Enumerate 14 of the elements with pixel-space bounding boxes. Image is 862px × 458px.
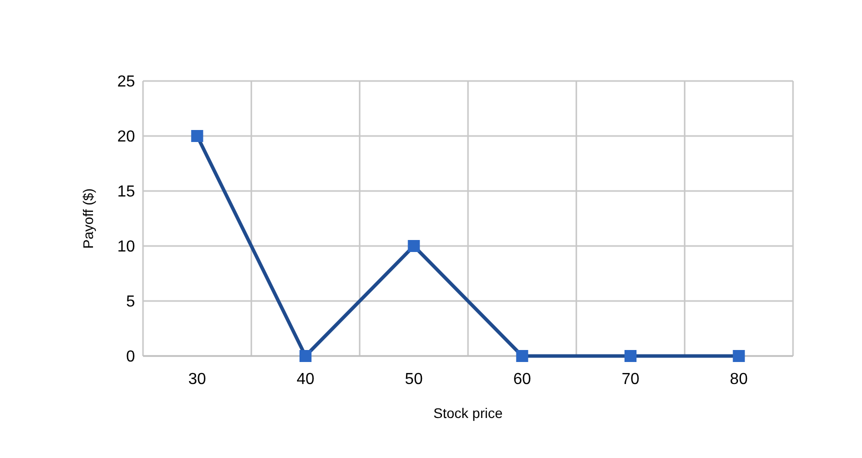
x-tick-label: 50 <box>404 371 423 388</box>
y-axis-title: Payoff ($) <box>80 188 96 249</box>
y-tick-label: 15 <box>117 184 136 201</box>
x-axis-title: Stock price <box>433 405 503 421</box>
x-tick-label: 40 <box>296 371 314 388</box>
y-tick-label: 5 <box>126 294 136 311</box>
x-tick-label: 30 <box>188 371 206 388</box>
x-tick-label: 80 <box>730 371 748 388</box>
y-tick-label: 20 <box>117 128 136 146</box>
y-tick-label: 0 <box>126 348 136 366</box>
y-tick-label: 25 <box>117 74 136 91</box>
x-tick-label: 70 <box>622 371 640 388</box>
y-tick-label: 10 <box>117 238 136 256</box>
x-tick-label: 60 <box>513 371 532 388</box>
